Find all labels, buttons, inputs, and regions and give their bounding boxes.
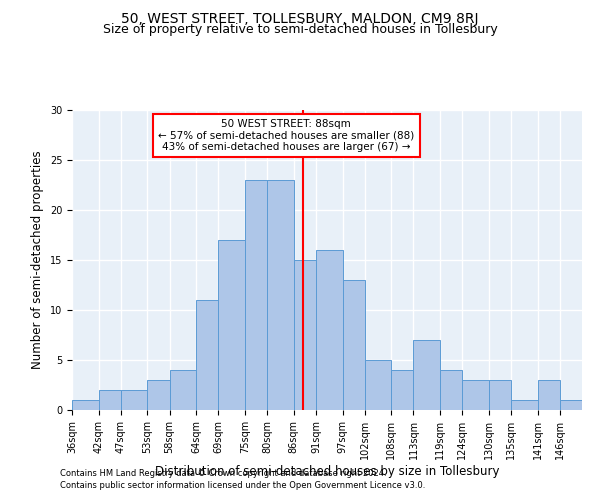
Bar (538, 380, 560, 410)
Bar (294, 260, 316, 410)
Bar (245, 180, 267, 410)
Bar (391, 370, 413, 410)
Text: 50 WEST STREET: 88sqm
← 57% of semi-detached houses are smaller (88)
43% of semi: 50 WEST STREET: 88sqm ← 57% of semi-deta… (158, 119, 415, 152)
Bar (218, 240, 245, 410)
Bar (196, 300, 218, 410)
Bar (462, 380, 489, 410)
X-axis label: Distribution of semi-detached houses by size in Tollesbury: Distribution of semi-detached houses by … (155, 464, 499, 477)
Text: 50, WEST STREET, TOLLESBURY, MALDON, CM9 8RJ: 50, WEST STREET, TOLLESBURY, MALDON, CM9… (121, 12, 479, 26)
Bar (72, 400, 98, 410)
Text: Contains public sector information licensed under the Open Government Licence v3: Contains public sector information licen… (60, 481, 425, 490)
Bar (316, 250, 343, 410)
Text: Size of property relative to semi-detached houses in Tollesbury: Size of property relative to semi-detach… (103, 22, 497, 36)
Bar (413, 340, 440, 410)
Bar (121, 390, 148, 410)
Bar (560, 400, 582, 410)
Bar (343, 280, 365, 410)
Bar (511, 400, 538, 410)
Bar (267, 180, 294, 410)
Bar (440, 370, 462, 410)
Bar (170, 370, 196, 410)
Bar (148, 380, 170, 410)
Bar (98, 390, 121, 410)
Text: Contains HM Land Registry data © Crown copyright and database right 2024.: Contains HM Land Registry data © Crown c… (60, 468, 386, 477)
Bar (489, 380, 511, 410)
Bar (365, 360, 391, 410)
Y-axis label: Number of semi-detached properties: Number of semi-detached properties (31, 150, 44, 370)
